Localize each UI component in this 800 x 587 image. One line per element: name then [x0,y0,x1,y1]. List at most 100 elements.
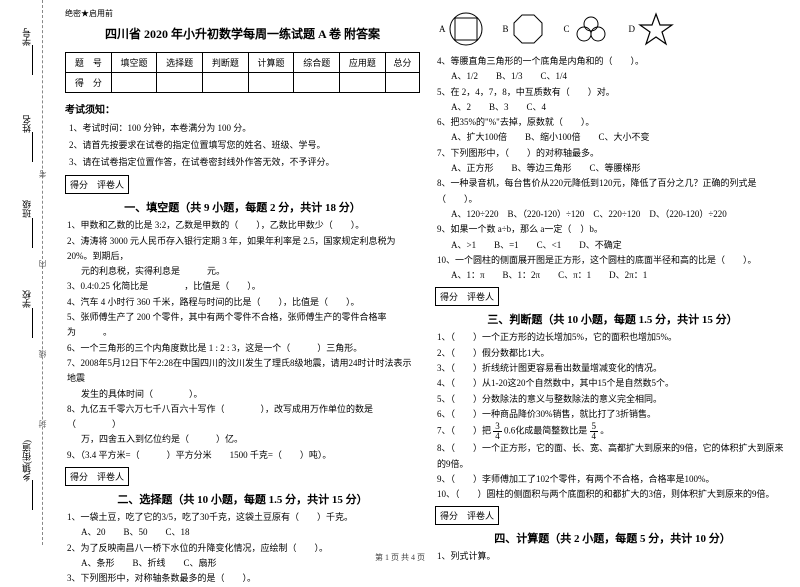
th: 选择题 [157,53,203,73]
th: 计算题 [248,53,294,73]
binding-underline [32,45,42,75]
fraction-icon: 54 [590,422,599,441]
choice-q10-options: A、1：π B、1：2π C、π：1 D、2π：1 [435,268,790,283]
exam-title: 四川省 2020 年小升初数学每周一练试题 A 卷 附答案 [65,25,420,42]
opt: A、扩大100倍 [451,130,507,145]
shape-b: B [503,13,544,45]
binding-mark: 线 [37,350,48,358]
section-3-title: 三、判断题（共 10 小题，每题 1.5 分，共计 15 分） [435,311,790,327]
binding-margin: 学号 姓名 班级 学校 乡镇(街道) 考 内 线 封 [0,0,60,545]
choice-q9-options: A、>1 B、=1 C、<1 D、不确定 [435,238,790,253]
list-item: 2、请首先按要求在试卷的指定位置填写您的姓名、班级、学号。 [69,137,420,154]
opt: A、20 [81,525,106,540]
opt: A、正方形 [451,161,494,176]
opt: A、1/2 [451,69,478,84]
binding-dash-line [42,0,43,545]
square-in-circle-icon [449,12,483,46]
three-circles-icon [573,15,609,43]
choice-q3: 3、下列图形中，对称轴条数最多的是（ ）。 [67,571,420,586]
th: 题 号 [66,53,112,73]
choice-q6: 6、把35%的"%"去掉，原数就（ ）。 [437,115,790,130]
judge-q10: 10、（ ）圆柱的侧面积与两个底面积的和都扩大的3倍，则体积扩大到原来的9倍。 [437,487,790,502]
judge-q9: 9、（ ）李师傅加工了102个零件，有两个不合格，合格率是100%。 [437,472,790,487]
table-row: 题 号 填空题 选择题 判断题 计算题 综合题 应用题 总分 [66,53,420,73]
opt: D、不确定 [579,238,622,253]
binding-underline [32,480,42,510]
rater-box: 得分 评卷人 [65,467,129,486]
binding-mark: 考 [37,170,48,178]
label: C [564,24,570,34]
binding-underline [32,218,42,248]
th: 判断题 [203,53,249,73]
right-column: A B C D [435,8,790,545]
judge-q1: 1、（ ）一个正方形的边长增加5%，它的面积也增加5%。 [437,330,790,345]
fill-q4: 4、汽车 4 小时行 360 千米，路程与时间的比是（ ），比值是（ ）。 [67,295,420,310]
judge-q4: 4、（ ）从1-20这20个自然数中，其中15个是自然数5个。 [437,376,790,391]
choice-q1: 1、一袋土豆，吃了它的3/5，吃了30千克，这袋土豆原有（ ）千克。 [67,510,420,525]
binding-field-class: 班级 [20,200,33,218]
judge-q7a: 7、（ ）把 [437,426,491,436]
binding-field-id: 学号 [20,28,33,46]
opt: B、1：2π [503,268,541,283]
fill-q6: 6、一个三角形的三个内角度数比是 1 : 2 : 3，这是一个（ ）三角形。 [67,341,420,356]
opt: A、1：π [451,268,485,283]
choice-q5: 5、在 2，4，7，8，中互质数有（ ）对。 [437,85,790,100]
opt: B、缩小100倍 [525,130,581,145]
choice-q9: 9、如果一个数 a÷b，那么 a一定（ ）b。 [437,222,790,237]
fill-q9: 9、（3.4 平方米=（ ）平方分米 1500 千克=（ ）吨）。 [67,448,420,463]
octagon-icon [512,13,544,45]
shape-a: A [439,12,483,46]
opt: B、50 [124,525,148,540]
td[interactable] [340,73,386,93]
th: 总分 [385,53,419,73]
left-column: 绝密★启用前 四川省 2020 年小升初数学每周一练试题 A 卷 附答案 题 号… [65,8,420,545]
th: 综合题 [294,53,340,73]
judge-q5: 5、（ ）分数除法的意义与整数除法的意义完全相同。 [437,392,790,407]
choice-q7-options: A、正方形 B、等边三角形 C、等腰梯形 [435,161,790,176]
section-2-title: 二、选择题（共 10 小题，每题 1.5 分，共计 15 分） [65,491,420,507]
judge-q7: 7、（ ）把 34 0.6化成最简整数比是 54 。 [437,422,790,441]
fill-q5: 5、张师傅生产了 200 个零件，其中有两个零件不合格，张师傅生产的零件合格率为… [67,310,420,341]
judge-q6: 6、（ ）一种商品降价30%销售，就比打了3折销售。 [437,407,790,422]
shape-c: C [564,15,609,43]
opt: C、18 [166,525,190,540]
choice-q4: 4、等腰直角三角形的一个底角是内角和的（ ）。 [437,54,790,69]
choice-q5-options: A、2 B、3 C、4 [435,100,790,115]
table-row: 得 分 [66,73,420,93]
td[interactable] [111,73,157,93]
section-4-title: 四、计算题（共 2 小题，每题 5 分，共计 10 分） [435,530,790,546]
choice-q7: 7、下列图形中，（ ）的对称轴最多。 [437,146,790,161]
opt: D、2π：1 [609,268,647,283]
binding-field-school: 学校 [20,290,33,308]
choice-q4-options: A、1/2 B、1/3 C、1/4 [435,69,790,84]
td[interactable] [248,73,294,93]
section-1-title: 一、填空题（共 9 小题，每题 2 分，共计 18 分） [65,199,420,215]
opt: B、1/3 [496,69,523,84]
choice-q8-options: A、120÷220 B、（220-120）÷120 C、220÷120 D、（2… [437,207,790,222]
choice-q10: 10、一个圆柱的侧面展开图是正方形，这个圆柱的底面半径和高的比是（ ）。 [437,253,790,268]
fill-q2b: 元的利息税，实得利息是 元。 [67,264,420,279]
fraction-icon: 34 [493,422,502,441]
star-icon [638,12,674,46]
td[interactable] [385,73,419,93]
opt: B、=1 [494,238,519,253]
binding-mark: 内 [37,260,48,268]
list-item: 3、请在试卷指定位置作答，在试卷密封线外作答无效，不予评分。 [69,154,420,171]
binding-underline [32,132,42,162]
fill-q7b: 发生的具体时间（ ）。 [67,387,420,402]
td[interactable] [157,73,203,93]
fill-q2: 2、涛涛将 3000 元人民币存入银行定期 3 年，如果年利率是 2.5，国家规… [67,234,420,265]
td[interactable] [294,73,340,93]
binding-field-name: 姓名 [20,115,33,133]
th: 填空题 [111,53,157,73]
fill-q3: 3、0.4:0.25 化简比是 ，比值是（ ）。 [67,279,420,294]
choice-q6-options: A、扩大100倍 B、缩小100倍 C、大小不变 [435,130,790,145]
opt: B、3 [489,100,509,115]
shape-options: A B C D [439,12,790,46]
binding-underline [32,308,42,338]
score-table: 题 号 填空题 选择题 判断题 计算题 综合题 应用题 总分 得 分 [65,52,420,93]
notice-list: 1、考试时间：100 分钟，本卷满分为 100 分。 2、请首先按要求在试卷的指… [69,120,420,171]
judge-q2: 2、（ ）假分数都比1大。 [437,346,790,361]
content-area: 绝密★启用前 四川省 2020 年小升初数学每周一练试题 A 卷 附答案 题 号… [60,0,800,545]
td[interactable] [203,73,249,93]
